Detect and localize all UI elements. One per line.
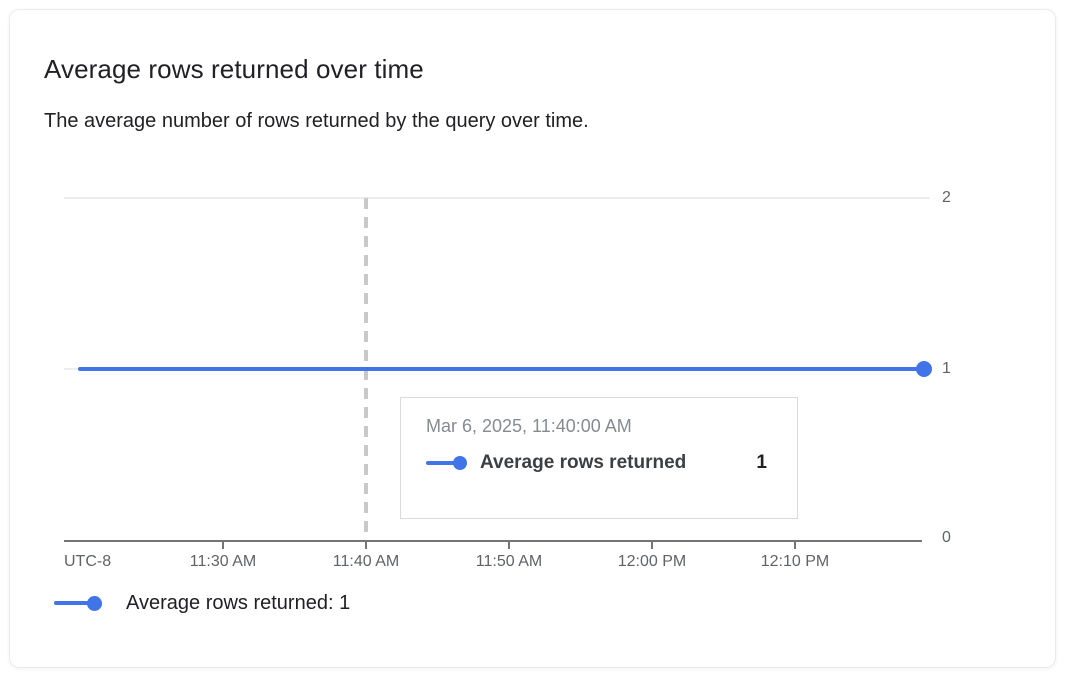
tooltip-series-label: Average rows returned	[480, 452, 687, 473]
x-label-1130: 11:30 AM	[189, 553, 257, 570]
x-tick-1130	[222, 542, 224, 549]
x-label-1210: 12:10 PM	[760, 553, 830, 570]
chart-card: Average rows returned over time The aver…	[9, 9, 1056, 668]
legend-series-marker-icon	[54, 596, 102, 611]
x-tick-1210	[794, 542, 796, 549]
legend-label: Average rows returned: 1	[126, 592, 351, 614]
y-label-2: 2	[942, 189, 951, 206]
series-line-average-rows[interactable]	[78, 367, 923, 371]
x-label-1140: 11:40 AM	[332, 553, 400, 570]
x-tick-1150	[508, 542, 510, 549]
tooltip: Mar 6, 2025, 11:40:00 AM Average rows re…	[400, 397, 798, 519]
x-axis-line	[64, 540, 922, 542]
gridline-y2	[64, 197, 930, 199]
y-label-1: 1	[942, 360, 951, 377]
marker-dot-icon	[453, 456, 467, 470]
marker-line-icon	[426, 461, 460, 465]
tooltip-timestamp: Mar 6, 2025, 11:40:00 AM	[426, 416, 632, 436]
marker-dot-icon	[87, 596, 102, 611]
tooltip-series-row: Average rows returned 1	[426, 452, 767, 474]
x-tick-1200	[651, 542, 653, 549]
x-label-1200: 12:00 PM	[617, 553, 687, 570]
legend-item-average-rows[interactable]: Average rows returned: 1	[54, 592, 350, 615]
x-tick-1140	[365, 542, 367, 549]
x-timezone-label: UTC-8	[64, 553, 112, 570]
y-label-0: 0	[942, 529, 951, 546]
series-marker-icon	[426, 456, 467, 470]
tooltip-series-value: 1	[756, 452, 767, 473]
series-end-point[interactable]	[916, 361, 932, 377]
chart-subtitle: The average number of rows returned by t…	[44, 110, 589, 132]
gridline-y1-stub	[64, 368, 79, 370]
marker-line-icon	[54, 601, 93, 605]
chart-title: Average rows returned over time	[44, 54, 424, 84]
x-label-1150: 11:50 AM	[475, 553, 543, 570]
